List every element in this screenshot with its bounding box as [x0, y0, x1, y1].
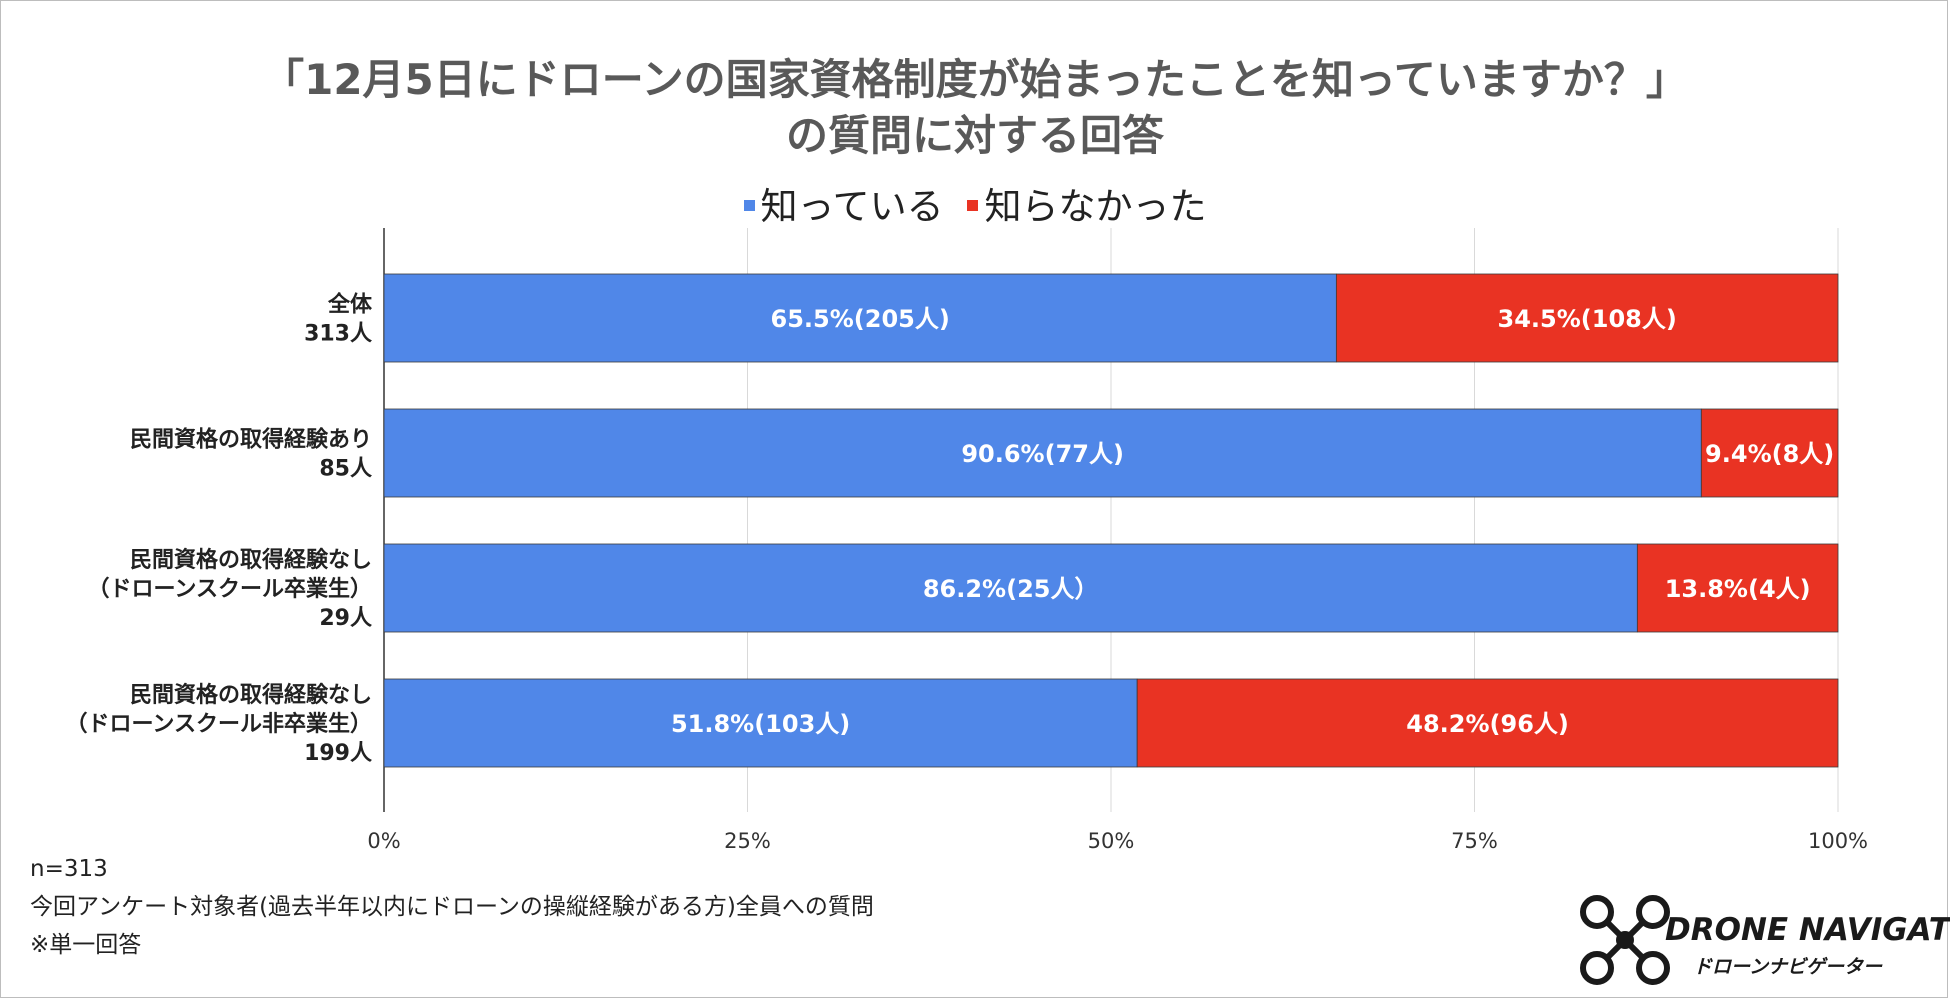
category-label-line: 29人: [319, 606, 372, 631]
logo: DRONE NAVIGATOR ドローンナビゲーター: [1575, 890, 1950, 990]
x-tick-label: 0%: [367, 829, 400, 853]
note-target: 今回アンケート対象者(過去半年以内にドローンの操縦経験がある方)全員への質問: [30, 894, 874, 920]
chart-title-line-1: 「12月5日にドローンの国家資格制度が始まったことを知っていますか？」: [262, 55, 1688, 104]
legend-swatch-known: [743, 200, 755, 211]
bar-segment: [383, 543, 1638, 633]
bar-data-label: 51.8%(103人): [671, 710, 850, 738]
bar-data-label: 48.2%(96人): [1406, 710, 1569, 738]
bar-segment: [383, 273, 1337, 363]
bar-segment: [1136, 678, 1839, 768]
x-tick-label: 50%: [1088, 829, 1135, 853]
category-label-line: 民間資格の取得経験あり: [130, 427, 372, 453]
category-label: 民間資格の取得経験あり 85人: [130, 427, 372, 482]
category-label-line: 民間資格の取得経験なし: [130, 682, 372, 708]
bar-data-label: 90.6%(77人): [961, 440, 1124, 468]
legend-item-known: 知っている: [743, 184, 944, 230]
bar-segment: [1700, 408, 1839, 498]
bar-data-label: 86.2%(25人）: [923, 575, 1099, 603]
logo-wordmark: DRONE NAVIGATOR: [1665, 912, 1950, 948]
bar-data-label: 34.5%(108人): [1498, 305, 1677, 333]
legend-swatch-unknown: [967, 200, 979, 211]
category-label-line: （ドローンスクール非卒業生）: [66, 711, 372, 737]
chart-title: 「12月5日にドローンの国家資格制度が始まったことを知っていますか？」 の質問に…: [0, 52, 1950, 164]
notes: n=313 今回アンケート対象者(過去半年以内にドローンの操縦経験がある方)全員…: [30, 850, 874, 964]
category-label: 民間資格の取得経験なし （ドローンスクール非卒業生） 199人: [66, 682, 372, 766]
logo-subtitle: ドローンナビゲーター: [1693, 956, 1883, 978]
chart-title-line-2: の質問に対する回答: [785, 111, 1164, 160]
bar-segment: [383, 408, 1702, 498]
note-sample-size: n=313: [30, 856, 108, 882]
bar-segment: [383, 678, 1138, 768]
category-label-line: 199人: [304, 741, 372, 766]
x-tick-label: 100%: [1808, 829, 1868, 853]
category-label-line: 313人: [304, 322, 372, 347]
x-tick-label: 25%: [724, 829, 771, 853]
drone-logo-icon: [1580, 895, 1670, 985]
category-label: 全体 313人: [304, 292, 373, 347]
legend-label-unknown: 知らなかった: [984, 185, 1207, 228]
category-label-line: 民間資格の取得経験なし: [130, 547, 372, 573]
note-single-answer: ※単一回答: [30, 932, 142, 958]
bar-segment: [1636, 543, 1839, 633]
bar-segment: [1335, 273, 1839, 363]
legend-item-unknown: 知らなかった: [967, 184, 1206, 230]
bar-data-label: 65.5%(205人): [771, 305, 950, 333]
category-label-line: 全体: [327, 292, 373, 318]
category-label: 民間資格の取得経験なし （ドローンスクール卒業生） 29人: [88, 547, 372, 631]
legend: 知っている 知らなかった: [0, 184, 1950, 230]
bar-data-label: 13.8%(4人): [1665, 575, 1811, 603]
category-label-line: （ドローンスクール卒業生）: [88, 576, 372, 602]
category-label-line: 85人: [319, 457, 372, 482]
bar-data-label: 9.4%(8人): [1705, 440, 1834, 468]
legend-label-known: 知っている: [760, 185, 944, 228]
x-tick-label: 75%: [1451, 829, 1498, 853]
